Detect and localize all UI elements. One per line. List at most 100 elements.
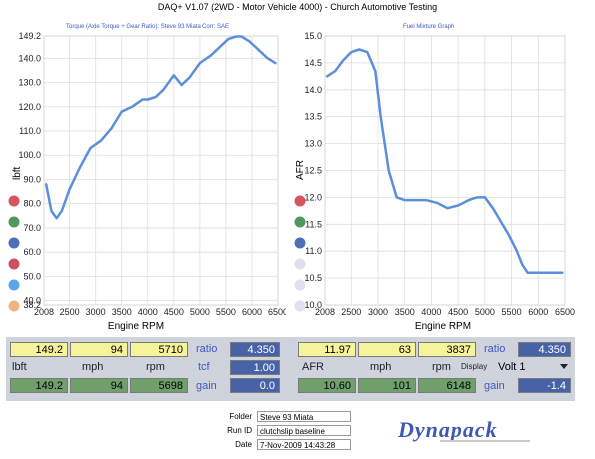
display-select[interactable]: Volt 1 (498, 361, 570, 373)
torque-x-tick-label: 3000 (86, 307, 106, 317)
afr-legend-dot[interactable] (294, 258, 306, 270)
torque-chart-header-right: Corr: SAE (202, 24, 229, 30)
afr-y-tick-label: 14.0 (304, 85, 322, 95)
torque-x-tick-label: 3500 (112, 307, 132, 317)
afr-chart-panel: Fuel Mixture Graph 15.0 14.5 14.0 13.5 13.0 1… (293, 20, 575, 336)
display-select-value: Volt 1 (498, 361, 526, 373)
torque-y-tick-label: 70.0 (23, 223, 41, 233)
torque-xlabel: Engine RPM (108, 321, 164, 332)
readout-afr-current: 11.97 (298, 342, 356, 357)
chevron-down-icon[interactable] (560, 364, 568, 369)
afr-series-line (325, 48, 564, 274)
torque-x-tick-label: 5500 (216, 307, 236, 317)
torque-x-tick-label: 6000 (242, 307, 262, 317)
mph-right-label: mph (370, 361, 392, 373)
afr-ylabel: AFR (295, 160, 306, 180)
torque-y-tick-label: 130.0 (18, 78, 41, 88)
folder-label: Folder (229, 412, 252, 421)
torque-y-tick-label: 40.0 (23, 296, 41, 306)
readout-mph-right-current: 63 (358, 342, 416, 357)
torque-legend-dot[interactable] (8, 258, 20, 270)
afr-x-tick-label: 3500 (395, 307, 415, 317)
torque-series-line (44, 35, 277, 220)
readout-torque-peak: 149.2 (10, 378, 68, 393)
afr-y-tick-label: 13.0 (304, 139, 322, 149)
torque-x-tick-label: 2500 (60, 307, 80, 317)
dynapack-logo: Dynapack (398, 417, 498, 442)
afr-x-tick-label: 2500 (341, 307, 361, 317)
afr-x-tick-label: 3000 (368, 307, 388, 317)
gain-right-value[interactable]: -1.4 (518, 378, 571, 393)
torque-x-tick-label: 5000 (190, 307, 210, 317)
rpm-label: rpm (146, 361, 165, 373)
torque-y-tick-label: 149.2 (18, 31, 41, 41)
date-label: Date (235, 440, 252, 449)
tcf-label: tcf (198, 361, 210, 373)
afr-legend-dot[interactable] (294, 237, 306, 249)
ratio-right-value[interactable]: 4.350 (518, 342, 571, 357)
date-field[interactable]: 7-Nov-2009 14:43:28 (257, 439, 351, 450)
readout-mph-right-peak: 101 (358, 378, 416, 393)
torque-y-tick-label: 80.0 (23, 199, 41, 209)
readout-rpm-peak: 5698 (130, 378, 188, 393)
afr-x-tick-label: 5000 (475, 307, 495, 317)
torque-x-tick-label: 6500 (268, 307, 286, 317)
afr-x-tick-label: 5500 (502, 307, 522, 317)
readout-mph-current: 94 (70, 342, 128, 357)
ratio-right-label: ratio (484, 343, 506, 355)
torque-legend-dot[interactable] (8, 279, 20, 291)
readout-bar: 149.2 94 5710 ratio 4.350 lbft mph rpm t… (6, 337, 575, 401)
torque-y-tick-label: 90.0 (23, 174, 41, 184)
readout-mph-peak: 94 (70, 378, 128, 393)
torque-y-tick-label: 60.0 (23, 247, 41, 257)
ratio-value[interactable]: 4.350 (230, 342, 280, 357)
torque-legend-dot[interactable] (8, 300, 20, 312)
torque-chart-header: Torque (Axle Torque + Gear Ratio): Steve… (66, 24, 201, 30)
torque-y-tick-label: 110.0 (19, 126, 41, 136)
torque-x-tick-label: 4000 (138, 307, 158, 317)
afr-y-tick-label: 10.0 (304, 300, 322, 310)
folder-field[interactable]: Steve 93 Miata (257, 411, 351, 422)
torque-legend-dot[interactable] (8, 216, 20, 228)
afr-y-tick-label: 10.5 (304, 273, 322, 283)
afr-xlabel: Engine RPM (415, 321, 471, 332)
torque-legend-dot[interactable] (8, 195, 20, 207)
lbft-label: lbft (12, 361, 27, 373)
torque-x-tick-label: 4500 (164, 307, 184, 317)
torque-legend-dot[interactable] (8, 237, 20, 249)
afr-y-tick-label: 12.0 (304, 192, 322, 202)
rpm-right-label: rpm (432, 361, 451, 373)
afr-legend-dot[interactable] (294, 216, 306, 228)
run-id-field[interactable]: clutchslip baseline (257, 425, 351, 436)
torque-plot-area (43, 35, 279, 306)
afr-y-tick-label: 14.5 (304, 58, 322, 68)
afr-legend-dot[interactable] (294, 300, 306, 312)
readout-afr-peak: 10.60 (298, 378, 356, 393)
afr-legend-dot[interactable] (294, 279, 306, 291)
readout-rpm-current: 5710 (130, 342, 188, 357)
run-id-label: Run ID (227, 426, 252, 435)
mph-label: mph (82, 361, 104, 373)
readout-torque-current: 149.2 (10, 342, 68, 357)
afr-legend-dot[interactable] (294, 195, 306, 207)
gain-value[interactable]: 0.0 (230, 378, 280, 393)
gain-label: gain (196, 380, 217, 392)
afr-x-tick-label: 6000 (528, 307, 548, 317)
torque-y-tick-label: 50.0 (23, 271, 41, 281)
afr-x-tick-label: 4000 (421, 307, 441, 317)
afr-y-tick-label: 15.0 (304, 31, 322, 41)
logo-underline (440, 440, 530, 442)
tcf-value[interactable]: 1.00 (230, 360, 280, 375)
torque-y-tick-label: 140.0 (18, 53, 41, 63)
afr-y-tick-label: 11.5 (305, 219, 322, 229)
afr-x-tick-label: 4500 (448, 307, 468, 317)
afr-y-tick-label: 13.5 (304, 112, 322, 122)
afr-y-tick-label: 12.5 (304, 166, 322, 176)
torque-chart: Torque (Axle Torque + Gear Ratio): Steve… (8, 24, 288, 332)
torque-y-tick-label: 120.0 (18, 102, 41, 112)
torque-chart-panel: Torque (Axle Torque + Gear Ratio): Steve… (6, 20, 288, 336)
torque-ylabel: lbft (12, 166, 23, 180)
afr-label: AFR (302, 361, 324, 373)
afr-x-tick-label: 6500 (555, 307, 575, 317)
afr-chart-header: Fuel Mixture Graph (403, 24, 454, 30)
